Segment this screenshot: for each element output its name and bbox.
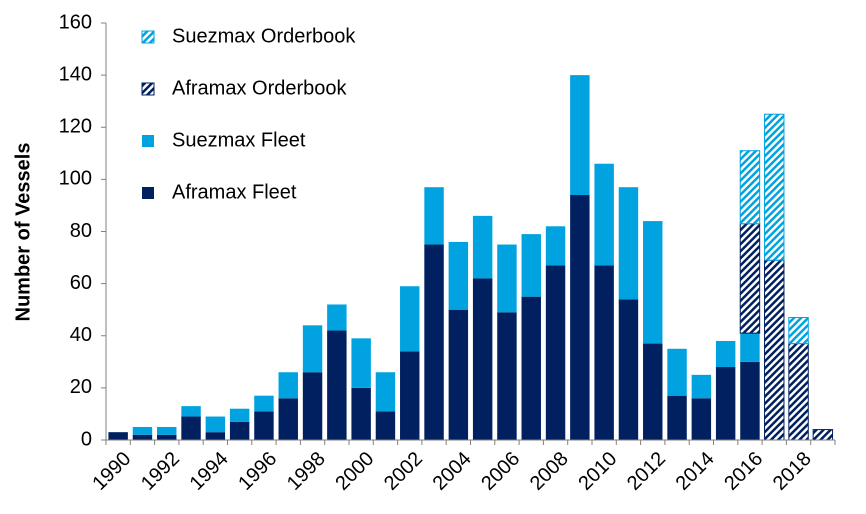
bar (570, 75, 590, 196)
bar (302, 325, 323, 373)
bar (205, 432, 226, 440)
bar (278, 398, 298, 440)
bar (788, 343, 809, 441)
legend-swatch (142, 135, 154, 147)
bar (715, 340, 736, 368)
bar (181, 416, 201, 440)
x-tick-label: 2012 (623, 448, 670, 495)
bar (472, 278, 493, 440)
x-tick-label: 2014 (672, 448, 719, 495)
bar (108, 432, 128, 440)
bar (278, 372, 298, 399)
y-tick-label: 140 (59, 63, 92, 85)
bar (132, 434, 153, 440)
x-tick-label: 2006 (477, 448, 524, 495)
legend-label: Aframax Fleet (172, 181, 297, 203)
y-axis-label: Number of Vessels (12, 143, 34, 322)
bar (302, 372, 323, 440)
bar (618, 299, 639, 440)
bar (497, 244, 517, 313)
bar (594, 163, 614, 266)
y-tick-label: 60 (70, 272, 92, 294)
x-tick-label: 2004 (429, 448, 476, 495)
legend-label: Suezmax Orderbook (172, 25, 356, 47)
bar (448, 309, 469, 440)
bar (740, 361, 760, 440)
x-tick-label: 2002 (380, 448, 427, 495)
bar (521, 296, 541, 440)
y-tick-label: 160 (59, 11, 92, 33)
y-tick-label: 100 (59, 168, 92, 190)
x-tick-label: 1996 (234, 448, 281, 495)
x-tick-label: 2016 (720, 448, 767, 495)
bar (472, 215, 493, 279)
bar (594, 265, 614, 440)
bar (157, 426, 177, 435)
bar (132, 426, 153, 435)
x-tick-label: 1990 (88, 448, 135, 495)
bar (739, 223, 761, 334)
bar (739, 150, 761, 225)
legend-label: Aframax Orderbook (172, 77, 348, 99)
legend-swatch (141, 82, 155, 96)
bar (570, 195, 590, 440)
y-tick-label: 120 (59, 116, 92, 138)
bar (715, 367, 736, 440)
bar (400, 286, 420, 352)
y-tick-label: 20 (70, 376, 92, 398)
legend-label: Suezmax Fleet (172, 129, 306, 151)
y-tick-label: 80 (70, 220, 92, 242)
bar (691, 398, 712, 440)
bar (424, 187, 444, 245)
bar (375, 411, 396, 440)
bar (157, 434, 177, 440)
bar (667, 348, 687, 396)
bar (229, 408, 250, 422)
y-tick-label: 0 (81, 428, 92, 450)
bar (497, 312, 517, 440)
bar (691, 374, 712, 399)
legend-swatch (142, 187, 154, 199)
bar (448, 241, 469, 310)
x-tick-label: 2000 (331, 448, 378, 495)
bar (229, 421, 250, 440)
y-tick-label: 40 (70, 324, 92, 346)
bar (327, 304, 347, 331)
x-tick-label: 1994 (186, 448, 233, 495)
bar (254, 395, 274, 412)
bar (643, 343, 663, 440)
bar (400, 351, 420, 440)
bar (375, 372, 396, 412)
bar (667, 395, 687, 440)
bar (740, 333, 760, 362)
bar (545, 226, 566, 266)
x-tick-label: 2010 (574, 448, 621, 495)
bar (351, 387, 371, 440)
bar (643, 221, 663, 344)
bar (764, 113, 785, 261)
bar (764, 259, 785, 441)
bar (812, 429, 834, 441)
bar (545, 265, 566, 440)
bar (254, 411, 274, 440)
x-tick-label: 2018 (769, 448, 816, 495)
x-tick-label: 1992 (137, 448, 184, 495)
bar (618, 187, 639, 300)
x-tick-label: 2008 (526, 448, 573, 495)
bar (327, 330, 347, 440)
bar (788, 317, 809, 345)
bar (521, 234, 541, 297)
bar (351, 338, 371, 388)
legend-swatch (141, 30, 155, 44)
bar (424, 244, 444, 440)
bar (181, 406, 201, 417)
bar (205, 416, 226, 433)
x-tick-label: 1998 (283, 448, 330, 495)
